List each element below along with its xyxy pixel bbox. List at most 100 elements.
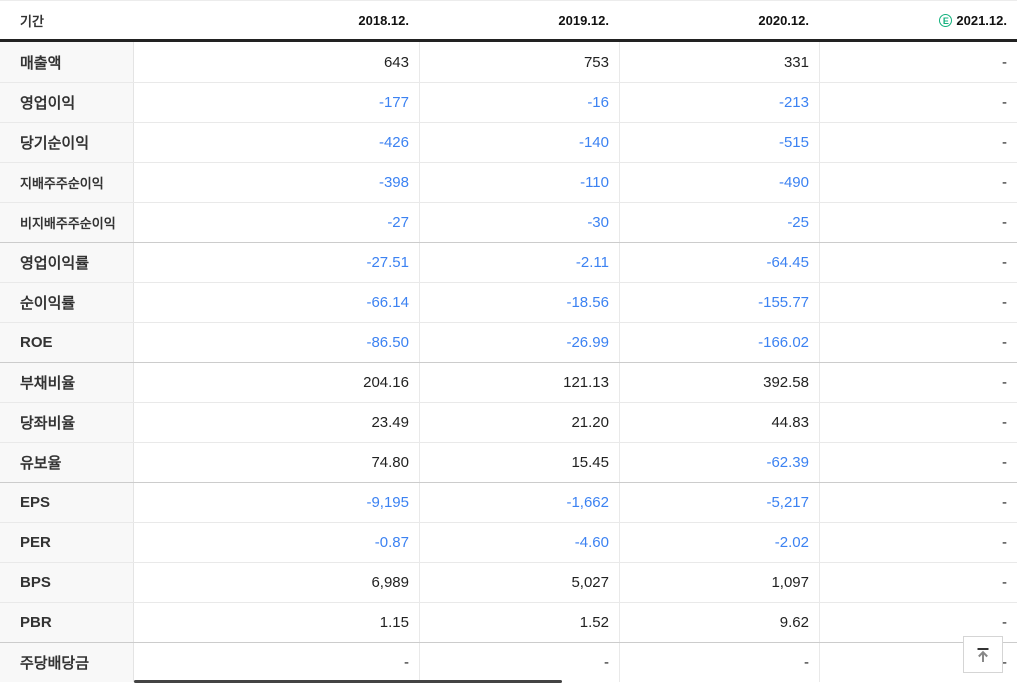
cell-value: 643 bbox=[383, 53, 409, 71]
cell-value: 15.45 bbox=[419, 443, 619, 482]
cell-value: 392.58 bbox=[619, 363, 819, 402]
cell-value: -18.56 bbox=[419, 283, 619, 322]
cell-value: - bbox=[819, 203, 1017, 242]
cell-value: 44.83 bbox=[619, 403, 819, 442]
cell-value: -25 bbox=[619, 203, 819, 242]
table-row: 순이익률 -66.14 -18.56 -155.77- bbox=[0, 282, 1017, 322]
cell-value: -426 bbox=[378, 134, 409, 151]
cell-value: -27 bbox=[387, 214, 409, 231]
cell-value: -64.45 bbox=[619, 243, 819, 282]
row-label: EPS bbox=[0, 483, 134, 522]
table-body: 매출액 643 753 331- 영업이익 -177 -16 -213- 당기순이익 -426 -1… bbox=[0, 42, 1017, 682]
cell-value: 6,989 bbox=[371, 574, 409, 591]
cell-value: -86.50 bbox=[366, 334, 409, 351]
cell-value: 23.49 bbox=[371, 414, 409, 431]
cell-value: - bbox=[819, 283, 1017, 322]
cell-value: -30 bbox=[419, 203, 619, 242]
table-row: ROE -86.50 -26.99 -166.02- bbox=[0, 322, 1017, 362]
cell-value: - bbox=[819, 123, 1017, 162]
cell-value: -110 bbox=[419, 163, 619, 202]
period-header-label: 기간 bbox=[20, 13, 44, 29]
row-label: 당기순이익 bbox=[0, 123, 134, 162]
cell-value: 753 bbox=[419, 42, 619, 82]
column-header-label: 2019.12. bbox=[558, 12, 609, 28]
cell-value: -62.39 bbox=[619, 443, 819, 482]
row-label: ROE bbox=[0, 323, 134, 362]
estimate-icon: E bbox=[939, 13, 953, 27]
row-label: 순이익률 bbox=[0, 283, 134, 322]
cell-value: 9.62 bbox=[619, 603, 819, 642]
cell-value: 204.16 bbox=[363, 374, 409, 391]
cell-value: 121.13 bbox=[419, 363, 619, 402]
table-header-row: 기간 2018.12. 2019.12. 2020.12. E 2021.12. bbox=[0, 1, 1017, 42]
cell-value: -66.14 bbox=[366, 294, 409, 311]
cell-value: 21.20 bbox=[419, 403, 619, 442]
cell-value: - bbox=[819, 643, 1017, 682]
table-row: PBR 1.15 1.52 9.62- bbox=[0, 602, 1017, 642]
column-header: E 2021.12. bbox=[819, 13, 1017, 28]
table-row: BPS 6,989 5,027 1,097- bbox=[0, 562, 1017, 602]
table-row: 당기순이익 -426 -140 -515- bbox=[0, 122, 1017, 162]
cell-value: 5,027 bbox=[419, 563, 619, 602]
cell-value: -155.77 bbox=[619, 283, 819, 322]
row-label: 영업이익률 bbox=[0, 243, 134, 282]
horizontal-scrollbar-thumb[interactable] bbox=[134, 680, 562, 683]
cell-value: 1,097 bbox=[619, 563, 819, 602]
table-row: 영업이익률 -27.51 -2.11 -64.45- bbox=[0, 242, 1017, 282]
row-label: 유보율 bbox=[0, 443, 134, 482]
column-header: 2019.12. bbox=[419, 13, 619, 28]
table-row: 매출액 643 753 331- bbox=[0, 42, 1017, 82]
cell-value: -2.11 bbox=[419, 243, 619, 282]
column-header-label: 2021.12. bbox=[956, 12, 1007, 28]
cell-value: - bbox=[819, 483, 1017, 522]
cell-value: - bbox=[819, 443, 1017, 482]
cell-value: -4.60 bbox=[419, 523, 619, 562]
table-row: 지배주주순이익 -398 -110 -490- bbox=[0, 162, 1017, 202]
cell-value: 1.15 bbox=[379, 614, 409, 631]
cell-value: - bbox=[619, 643, 819, 682]
table-row: PER -0.87 -4.60 -2.02- bbox=[0, 522, 1017, 562]
table-row: 당좌비율 23.49 21.20 44.83- bbox=[0, 402, 1017, 442]
cell-value: - bbox=[819, 83, 1017, 122]
cell-value: -0.87 bbox=[374, 534, 409, 551]
table-row: 영업이익 -177 -16 -213- bbox=[0, 82, 1017, 122]
cell-value: - bbox=[819, 603, 1017, 642]
table-row: 유보율 74.80 15.45 -62.39- bbox=[0, 442, 1017, 482]
cell-value: 74.80 bbox=[371, 454, 409, 471]
scroll-to-top-button[interactable] bbox=[963, 636, 1003, 673]
row-label: 지배주주순이익 bbox=[0, 163, 134, 202]
cell-value: -177 bbox=[378, 94, 409, 111]
cell-value: 331 bbox=[619, 42, 819, 82]
column-header: 2020.12. bbox=[619, 13, 819, 28]
cell-value: -26.99 bbox=[419, 323, 619, 362]
column-header: 2018.12. bbox=[134, 13, 419, 28]
row-label: 당좌비율 bbox=[0, 403, 134, 442]
cell-value: 1.52 bbox=[419, 603, 619, 642]
cell-value: -213 bbox=[619, 83, 819, 122]
row-label: PBR bbox=[0, 603, 134, 642]
cell-value: -2.02 bbox=[619, 523, 819, 562]
cell-value: -166.02 bbox=[619, 323, 819, 362]
row-label: 매출액 bbox=[0, 42, 134, 82]
row-label: 비지배주주순이익 bbox=[0, 203, 134, 242]
table-row: 주당배당금 - - - - bbox=[0, 642, 1017, 682]
cell-value: - bbox=[819, 363, 1017, 402]
cell-value: -5,217 bbox=[619, 483, 819, 522]
cell-value: -1,662 bbox=[419, 483, 619, 522]
cell-value: -27.51 bbox=[366, 254, 409, 271]
table-row: 비지배주주순이익 -27 -30 -25- bbox=[0, 202, 1017, 242]
cell-value: -490 bbox=[619, 163, 819, 202]
cell-value: - bbox=[404, 654, 409, 671]
cell-value: -9,195 bbox=[366, 494, 409, 511]
cell-value: - bbox=[819, 42, 1017, 82]
cell-value: -398 bbox=[378, 174, 409, 191]
cell-value: -16 bbox=[419, 83, 619, 122]
cell-value: - bbox=[819, 523, 1017, 562]
row-label: 부채비율 bbox=[0, 363, 134, 402]
cell-value: - bbox=[819, 243, 1017, 282]
cell-value: - bbox=[819, 323, 1017, 362]
cell-value: - bbox=[819, 163, 1017, 202]
arrow-up-to-line-icon bbox=[974, 646, 992, 664]
row-label: 영업이익 bbox=[0, 83, 134, 122]
